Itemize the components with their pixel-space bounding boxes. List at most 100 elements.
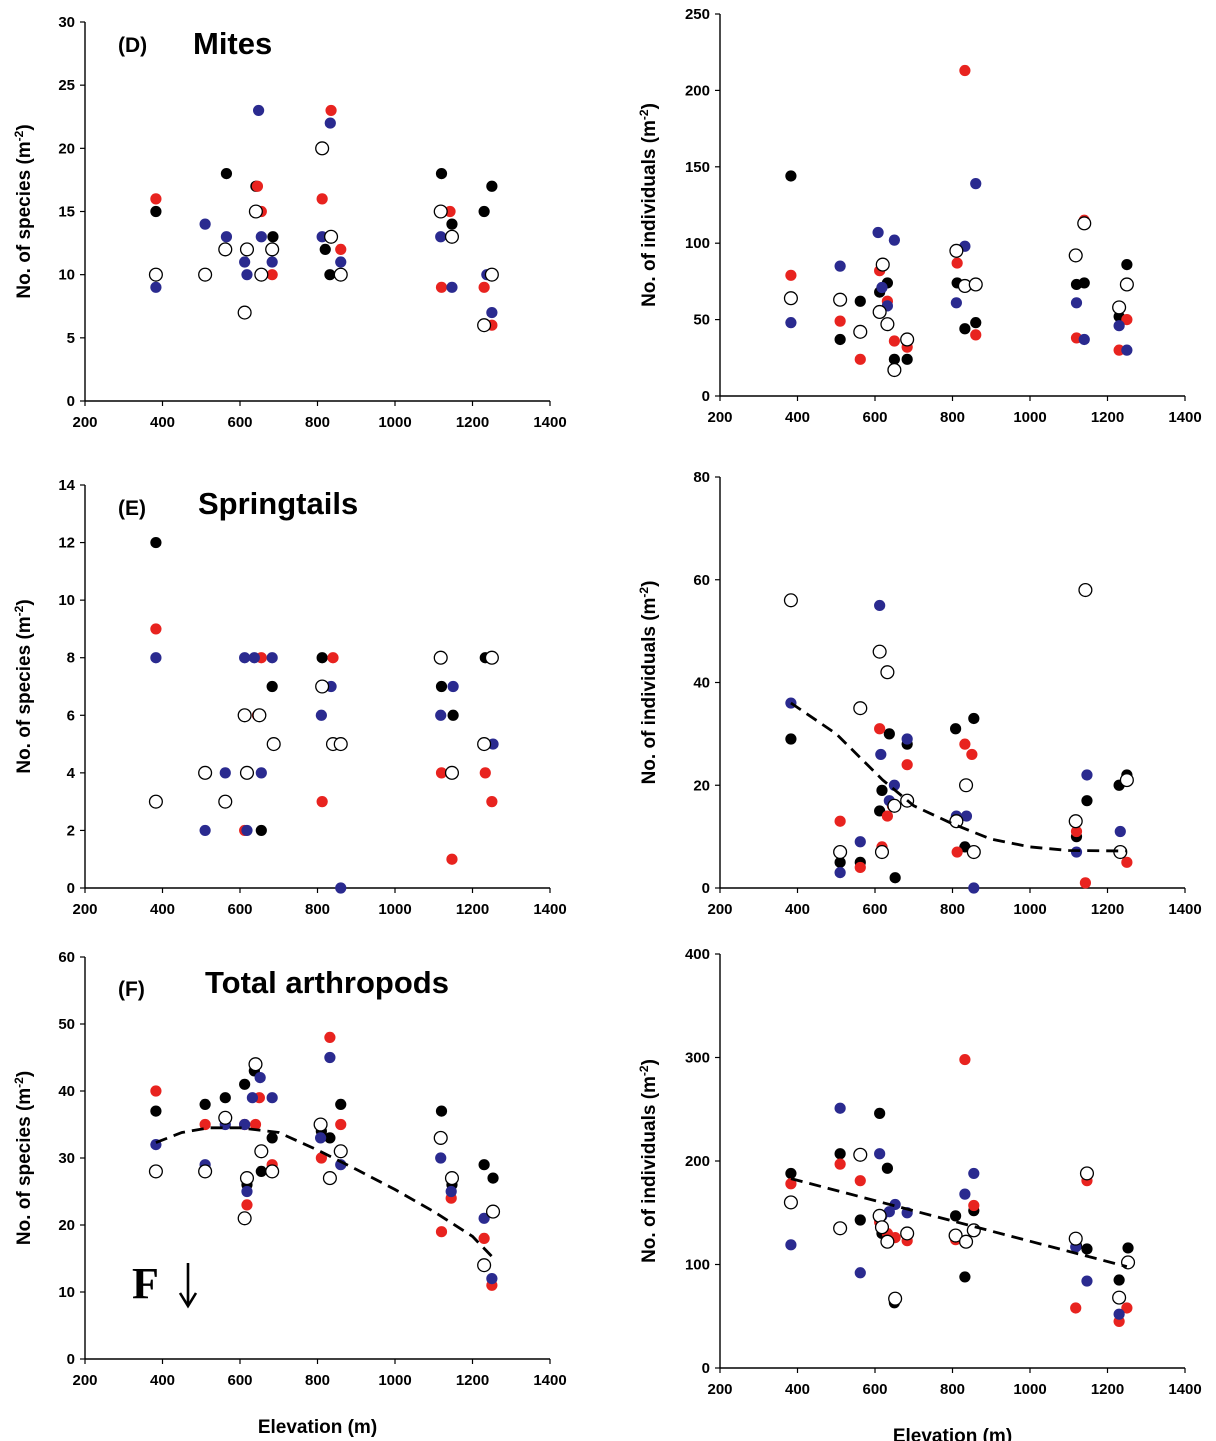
x-tick-label: 1400 bbox=[533, 1372, 566, 1389]
data-point-blue bbox=[854, 1267, 866, 1279]
data-point-black bbox=[968, 712, 980, 725]
data-point-black bbox=[267, 231, 279, 243]
data-point-black bbox=[319, 243, 331, 255]
x-tick-label: 800 bbox=[940, 409, 965, 426]
data-point-blue bbox=[889, 1198, 901, 1211]
y-tick-label: 300 bbox=[685, 1050, 710, 1067]
data-point-open bbox=[853, 701, 868, 716]
data-point-red bbox=[249, 1118, 262, 1131]
data-point-open bbox=[444, 229, 460, 244]
data-point-blue bbox=[241, 269, 253, 281]
x-tick-label: 1400 bbox=[533, 901, 566, 918]
data-point-black bbox=[255, 824, 267, 837]
x-tick-label: 600 bbox=[227, 901, 252, 918]
data-point-blue bbox=[150, 652, 162, 664]
data-point-blue bbox=[854, 836, 866, 848]
data-point-red bbox=[881, 810, 894, 822]
y-tick-label: 25 bbox=[58, 77, 75, 94]
y-tick-label: 60 bbox=[58, 949, 75, 966]
data-point-black bbox=[266, 680, 278, 693]
data-point-red bbox=[327, 652, 339, 664]
data-point-open bbox=[484, 267, 499, 282]
data-point-red bbox=[251, 180, 264, 192]
data-point-open bbox=[313, 1117, 328, 1132]
data-point-open bbox=[1119, 773, 1134, 788]
data-point-blue bbox=[960, 810, 973, 822]
y-tick-label: 400 bbox=[685, 946, 710, 963]
data-point-blue bbox=[1121, 344, 1133, 356]
y-tick-label: 10 bbox=[58, 267, 75, 284]
data-point-black bbox=[486, 180, 498, 192]
data-point-red bbox=[959, 64, 971, 77]
data-point-blue bbox=[950, 297, 962, 309]
data-point-open bbox=[872, 644, 887, 659]
down-arrow-icon bbox=[178, 1263, 198, 1309]
data-point-blue bbox=[968, 882, 980, 894]
data-point-blue bbox=[1113, 320, 1125, 332]
data-point-red bbox=[150, 623, 162, 635]
y-tick-label: 10 bbox=[58, 592, 75, 609]
data-point-open bbox=[477, 737, 492, 752]
panel-letter: (F) bbox=[118, 978, 145, 1001]
data-point-black bbox=[950, 723, 962, 735]
data-point-red bbox=[150, 1085, 162, 1097]
data-point-red bbox=[874, 723, 886, 735]
data-point-red bbox=[785, 269, 797, 281]
data-point-black bbox=[876, 784, 888, 796]
y-tick-label: 100 bbox=[685, 1257, 710, 1274]
data-point-open bbox=[783, 593, 798, 608]
data-point-open bbox=[1079, 1166, 1095, 1181]
data-point-black bbox=[889, 872, 901, 884]
x-tick-label: 1000 bbox=[378, 1372, 411, 1389]
data-point-open bbox=[1068, 1231, 1083, 1246]
data-point-open bbox=[324, 229, 339, 244]
data-point-red bbox=[854, 861, 866, 874]
data-point-blue bbox=[435, 709, 447, 721]
data-point-black bbox=[881, 1162, 894, 1174]
y-tick-label: 30 bbox=[58, 1150, 75, 1167]
x-tick-label: 1200 bbox=[456, 414, 489, 431]
data-point-black bbox=[150, 1105, 162, 1117]
y-axis-title: No. of species (m-2) bbox=[12, 1071, 35, 1245]
data-point-open bbox=[783, 1195, 798, 1210]
data-point-red bbox=[834, 315, 846, 327]
annotation-letter: F bbox=[132, 1259, 159, 1308]
x-tick-label: 400 bbox=[150, 901, 175, 918]
data-point-open bbox=[239, 242, 255, 257]
data-point-blue bbox=[219, 767, 231, 779]
data-point-red bbox=[478, 281, 490, 293]
data-point-red bbox=[959, 738, 971, 750]
data-point-black bbox=[435, 168, 448, 180]
y-tick-label: 0 bbox=[67, 1351, 75, 1368]
data-point-blue bbox=[1070, 297, 1083, 309]
data-point-black bbox=[950, 1210, 962, 1222]
data-point-black bbox=[854, 295, 866, 307]
data-point-blue bbox=[1113, 1308, 1125, 1320]
data-point-blue bbox=[874, 1148, 886, 1160]
data-point-open bbox=[237, 305, 252, 320]
data-point-blue bbox=[239, 256, 251, 268]
data-point-blue bbox=[785, 1239, 797, 1251]
data-point-blue bbox=[959, 1188, 971, 1200]
data-point-open bbox=[477, 318, 492, 333]
x-tick-label: 200 bbox=[72, 901, 97, 918]
data-point-red bbox=[325, 104, 337, 117]
x-tick-label: 200 bbox=[72, 1372, 97, 1389]
panel-title: Mites bbox=[193, 26, 272, 61]
y-tick-label: 200 bbox=[685, 82, 710, 99]
x-tick-label: 600 bbox=[227, 1372, 252, 1389]
data-point-blue bbox=[324, 117, 336, 129]
data-point-black bbox=[834, 856, 846, 868]
data-point-open bbox=[433, 650, 448, 665]
data-point-blue bbox=[335, 882, 347, 894]
data-point-red bbox=[951, 846, 963, 858]
data-point-open bbox=[880, 317, 895, 332]
y-tick-label: 50 bbox=[693, 312, 710, 329]
x-tick-label: 600 bbox=[862, 409, 887, 426]
data-point-red bbox=[1121, 314, 1133, 326]
data-point-open bbox=[485, 1204, 501, 1219]
data-point-blue bbox=[315, 709, 327, 721]
data-point-open bbox=[900, 332, 915, 347]
data-point-open bbox=[254, 1144, 269, 1159]
data-point-open bbox=[966, 844, 981, 860]
